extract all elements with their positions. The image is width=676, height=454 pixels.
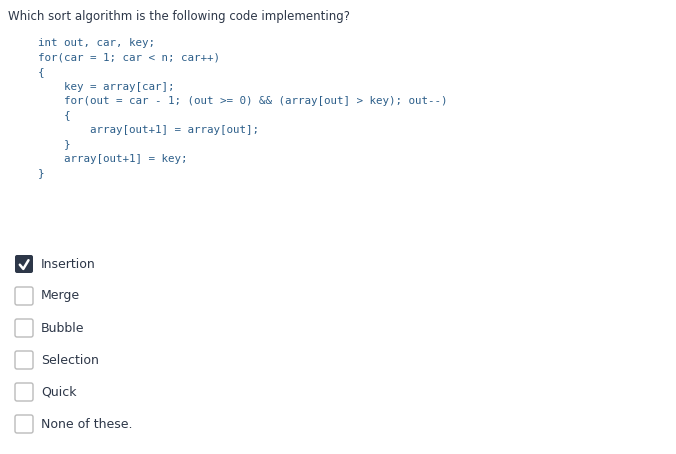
Text: int out, car, key;: int out, car, key; <box>38 38 155 48</box>
Text: Merge: Merge <box>41 290 80 302</box>
Text: }: } <box>38 168 45 178</box>
Text: key = array[car];: key = array[car]; <box>38 82 174 92</box>
Text: {: { <box>38 67 45 77</box>
FancyBboxPatch shape <box>15 383 33 401</box>
Text: None of these.: None of these. <box>41 418 132 430</box>
Text: for(out = car - 1; (out >= 0) && (array[out] > key); out--): for(out = car - 1; (out >= 0) && (array[… <box>38 96 448 106</box>
Text: {: { <box>38 110 70 120</box>
FancyBboxPatch shape <box>15 351 33 369</box>
Text: Insertion: Insertion <box>41 257 96 271</box>
FancyBboxPatch shape <box>15 319 33 337</box>
Text: Bubble: Bubble <box>41 321 84 335</box>
FancyBboxPatch shape <box>15 415 33 433</box>
Text: array[out+1] = key;: array[out+1] = key; <box>38 154 187 164</box>
Text: Selection: Selection <box>41 354 99 366</box>
Text: Which sort algorithm is the following code implementing?: Which sort algorithm is the following co… <box>8 10 350 23</box>
FancyBboxPatch shape <box>15 255 33 273</box>
Text: Quick: Quick <box>41 385 76 399</box>
Text: for(car = 1; car < n; car++): for(car = 1; car < n; car++) <box>38 53 220 63</box>
Text: }: } <box>38 139 70 149</box>
FancyBboxPatch shape <box>15 287 33 305</box>
Text: array[out+1] = array[out];: array[out+1] = array[out]; <box>38 125 259 135</box>
